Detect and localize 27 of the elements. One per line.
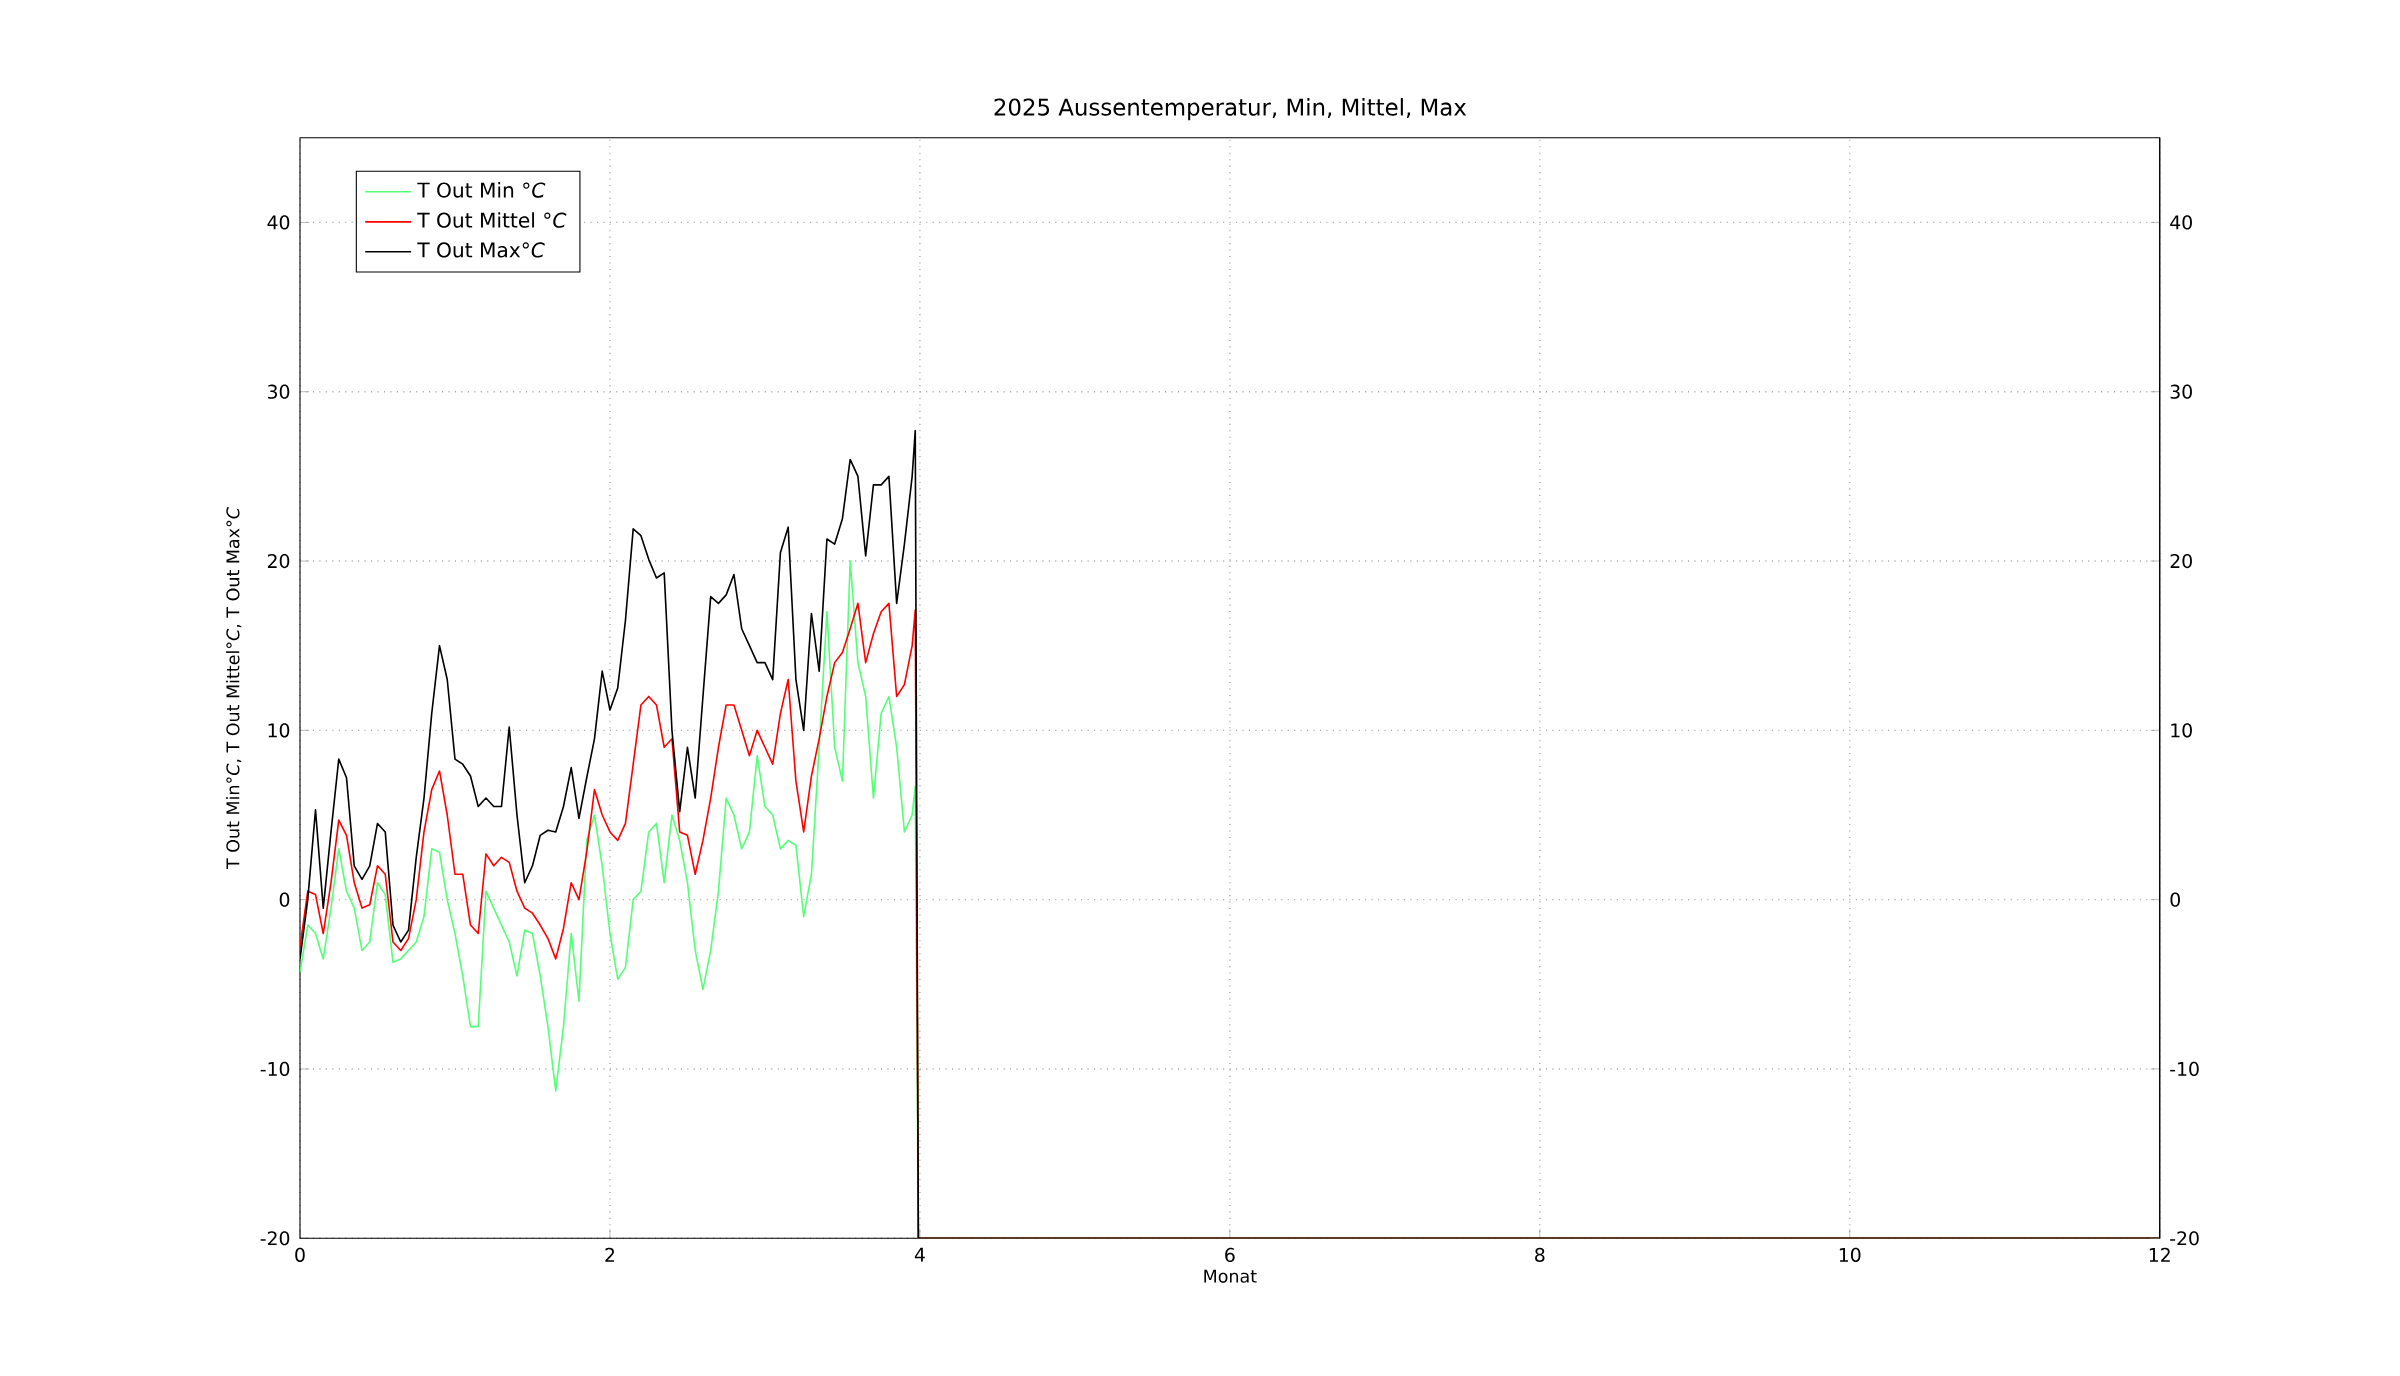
y2-tick-label: 10 <box>2171 723 2192 738</box>
x-tick-label: 4 <box>914 1247 925 1262</box>
legend-label: T Out Max°C <box>417 242 545 258</box>
x-tick-label: 8 <box>1535 1247 1545 1262</box>
y-axis-title: T Out Min°C, T Out Mittel°C, T Out Max°C <box>225 507 242 870</box>
y2-tick-label: -20 <box>2170 1231 2199 1246</box>
y-tick-label: -20 <box>260 1231 290 1246</box>
y2-tick-label: 0 <box>2170 892 2180 907</box>
chart-title: 2025 Aussentemperatur, Min, Mittel, Max <box>994 98 1467 121</box>
x-tick-label: 10 <box>1839 1247 1861 1262</box>
x-tick-label: 2 <box>605 1247 615 1262</box>
y2-tick-label: 40 <box>2170 215 2192 230</box>
y-tick-label: 30 <box>267 384 290 399</box>
y2-tick-label: -10 <box>2170 1061 2199 1077</box>
y-tick-label: 0 <box>279 892 290 907</box>
y2-tick-label: 30 <box>2170 384 2192 399</box>
y-tick-label: -10 <box>260 1061 290 1077</box>
y-tick-label: 40 <box>267 215 290 230</box>
y-tick-label: 10 <box>268 723 290 738</box>
x-axis-title: Monat <box>1204 1269 1257 1283</box>
y-tick-label: 20 <box>267 553 290 569</box>
legend-label: T Out Min °C <box>417 182 546 198</box>
x-tick-label: 12 <box>2149 1247 2170 1262</box>
legend-label: T Out Mittel °C <box>417 212 567 228</box>
y2-tick-label: 20 <box>2170 553 2192 569</box>
x-tick-label: 6 <box>1225 1247 1235 1262</box>
x-tick-label: 0 <box>295 1247 305 1262</box>
